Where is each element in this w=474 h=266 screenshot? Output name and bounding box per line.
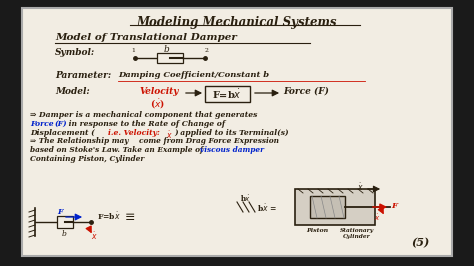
Text: Force (F): Force (F) bbox=[283, 87, 329, 96]
Text: (F): (F) bbox=[55, 120, 68, 128]
Text: Modeling Mechanical Systems: Modeling Mechanical Systems bbox=[137, 16, 337, 29]
Text: ($\dot{x}$): ($\dot{x}$) bbox=[150, 97, 165, 110]
Text: ⇒ The Relationship may    come from Drag Force Expression: ⇒ The Relationship may come from Drag Fo… bbox=[30, 137, 279, 145]
Text: Model:: Model: bbox=[55, 87, 90, 96]
Text: Containing Piston, Cylinder: Containing Piston, Cylinder bbox=[30, 155, 144, 163]
Text: $\dot{x}$: $\dot{x}$ bbox=[91, 230, 98, 242]
Text: ⇒ Damper is a mechanical component that generates: ⇒ Damper is a mechanical component that … bbox=[30, 111, 257, 119]
Text: $\dot{x}$: $\dot{x}$ bbox=[356, 181, 364, 193]
Text: Model of Translational Damper: Model of Translational Damper bbox=[55, 33, 237, 42]
Text: b: b bbox=[62, 230, 66, 238]
Text: Parameter:: Parameter: bbox=[55, 71, 111, 80]
Text: Damping Coefficient/Constant b: Damping Coefficient/Constant b bbox=[118, 71, 269, 79]
Text: F: F bbox=[391, 202, 397, 210]
Text: Velocity: Velocity bbox=[140, 87, 180, 96]
Text: viscous damper: viscous damper bbox=[200, 146, 264, 154]
Text: b$\dot{x}$ =: b$\dot{x}$ = bbox=[257, 202, 277, 214]
Text: F=b$\dot{x}$: F=b$\dot{x}$ bbox=[212, 88, 242, 101]
Text: Symbol:: Symbol: bbox=[55, 48, 95, 57]
Text: ≡: ≡ bbox=[125, 210, 135, 223]
Bar bbox=[310, 196, 345, 218]
Text: $\dot{x}$: $\dot{x}$ bbox=[166, 129, 173, 141]
Text: (5): (5) bbox=[412, 237, 430, 248]
Text: F: F bbox=[57, 208, 63, 216]
Text: b: b bbox=[163, 45, 169, 54]
Text: ) applied to its Terminal(s): ) applied to its Terminal(s) bbox=[174, 129, 289, 137]
Bar bbox=[205, 86, 250, 102]
Text: b$\dot{x}$: b$\dot{x}$ bbox=[240, 193, 251, 204]
Text: Stationary
Cylinder: Stationary Cylinder bbox=[340, 228, 374, 239]
Text: 1: 1 bbox=[131, 48, 135, 53]
Bar bbox=[57, 216, 73, 228]
Text: i.e. Velocity:: i.e. Velocity: bbox=[108, 129, 163, 137]
Text: Piston: Piston bbox=[306, 228, 328, 233]
Text: in response to the Rate of Change of: in response to the Rate of Change of bbox=[66, 120, 225, 128]
Text: Displacement (: Displacement ( bbox=[30, 129, 95, 137]
Text: F=b$\dot{x}$: F=b$\dot{x}$ bbox=[97, 210, 121, 222]
Text: based on Stoke's Law. Take an Example of: based on Stoke's Law. Take an Example of bbox=[30, 146, 206, 154]
Bar bbox=[157, 53, 183, 63]
Bar bbox=[295, 189, 375, 225]
Text: $\dot{x}$: $\dot{x}$ bbox=[374, 212, 380, 223]
Text: 2: 2 bbox=[205, 48, 209, 53]
Text: Force: Force bbox=[30, 120, 54, 128]
